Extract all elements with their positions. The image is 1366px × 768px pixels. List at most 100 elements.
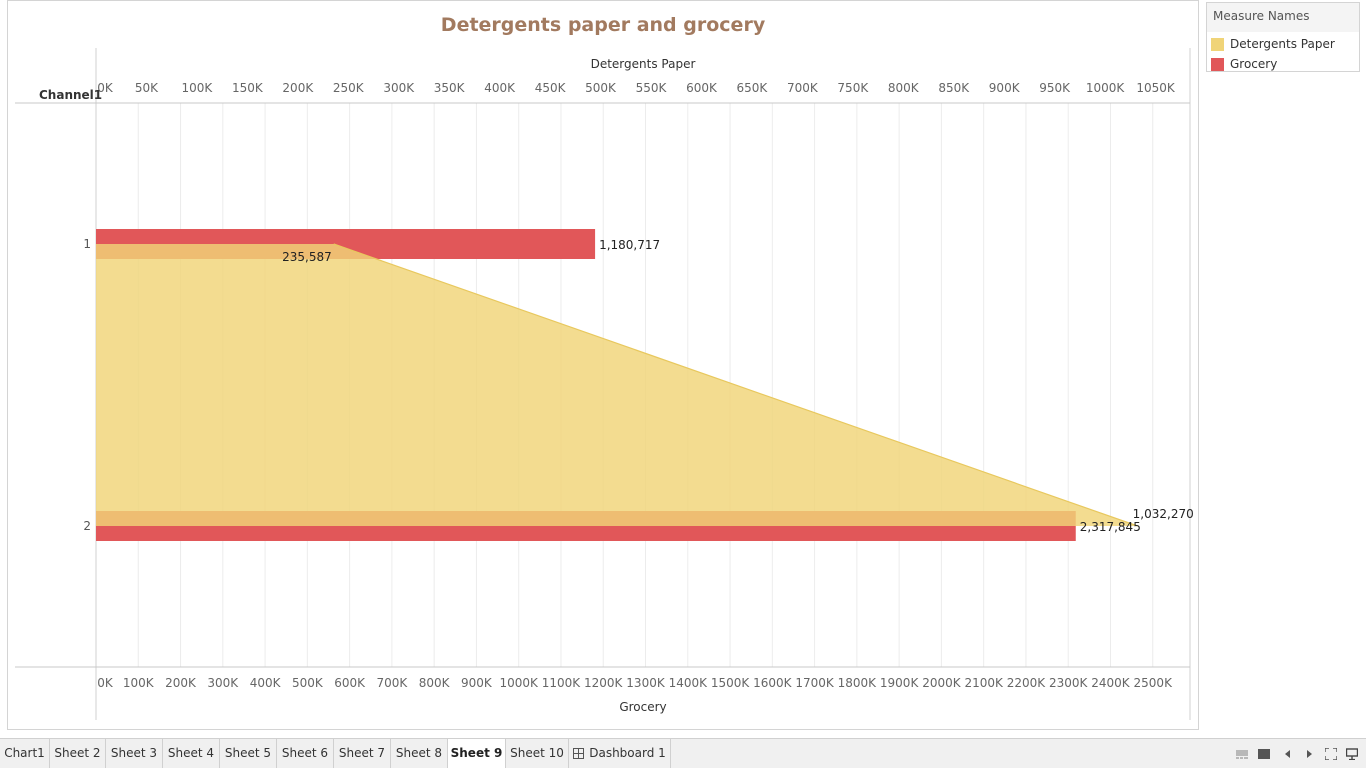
bottom-tick-label: 600K: [334, 676, 366, 690]
tab-label: Dashboard 1: [589, 746, 666, 760]
tab-label: Sheet 4: [167, 746, 215, 760]
row-header: Channel1: [39, 88, 102, 102]
tab-sheet-6[interactable]: Sheet 6: [277, 739, 334, 768]
dashboard-grid-icon: [573, 748, 585, 759]
top-tick-label: 450K: [535, 81, 567, 95]
bottom-tick-label: 2100K: [964, 676, 1004, 690]
fullscreen-icon[interactable]: [1325, 748, 1337, 760]
data-label: 235,587: [282, 250, 332, 264]
bottom-axis-label: Grocery: [619, 700, 666, 714]
data-label: 2,317,845: [1080, 520, 1141, 534]
bottom-tick-label: 1000K: [499, 676, 539, 690]
tab-sheet-7[interactable]: Sheet 7: [334, 739, 391, 768]
tab-dashboard-1[interactable]: Dashboard 1: [569, 739, 671, 768]
tab-label: Sheet 8: [395, 746, 443, 760]
data-label: 1,032,270: [1133, 507, 1194, 521]
top-tick-label: 600K: [686, 81, 718, 95]
top-tick-label: 200K: [282, 81, 314, 95]
data-label: 1,180,717: [599, 238, 660, 252]
tab-label: Sheet 3: [110, 746, 158, 760]
single-sheet-view-icon[interactable]: [1258, 748, 1270, 760]
top-tick-label: 1000K: [1086, 81, 1126, 95]
legend[interactable]: Measure Names Detergents Paper Grocery: [1206, 2, 1360, 72]
top-axis-label: Detergents Paper: [591, 57, 696, 71]
tab-label: Sheet 2: [54, 746, 101, 760]
bottom-tick-label: 1100K: [542, 676, 582, 690]
top-tick-label: 250K: [333, 81, 365, 95]
top-tick-label: 400K: [484, 81, 516, 95]
top-tick-label: 150K: [232, 81, 264, 95]
axes: Detergents Paper 0K 50K 100K 150K 200K 250K 300…: [15, 48, 1191, 720]
legend-swatch: [1211, 57, 1224, 71]
bottom-tick-label: 2400K: [1091, 676, 1131, 690]
bottom-tick-label: 1300K: [626, 676, 666, 690]
legend-swatch: [1211, 37, 1224, 51]
bottom-tick-label: 200K: [165, 676, 197, 690]
top-tick-label: 750K: [837, 81, 869, 95]
tab-label: Sheet 9: [450, 746, 503, 760]
next-sheet-icon[interactable]: [1303, 748, 1315, 760]
top-tick-label: 550K: [636, 81, 668, 95]
chart-title: Detergents paper and grocery: [440, 14, 766, 36]
tab-sheet-5[interactable]: Sheet 5: [220, 739, 277, 768]
bottom-tick-label: 700K: [376, 676, 408, 690]
bottom-tick-label: 1800K: [838, 676, 878, 690]
bottom-tick-label: 100K: [123, 676, 155, 690]
bottom-tick-label: 2300K: [1049, 676, 1089, 690]
tab-sheet-4[interactable]: Sheet 4: [163, 739, 220, 768]
legend-label: Grocery: [1230, 57, 1278, 71]
data-labels: 235,587 1,032,270 1,180,717 2,317,845: [282, 238, 1194, 534]
tab-label: Sheet 7: [338, 746, 386, 760]
legend-label: Detergents Paper: [1230, 37, 1335, 51]
detergents-paper-line: [333, 243, 1138, 527]
bottom-tick-label: 500K: [292, 676, 324, 690]
top-tick-label: 300K: [383, 81, 415, 95]
tab-sheet-3[interactable]: Sheet 3: [106, 739, 163, 768]
top-tick-label: 350K: [434, 81, 466, 95]
bottom-tick-label: 2200K: [1007, 676, 1047, 690]
top-tick-label: 950K: [1039, 81, 1071, 95]
legend-item-detergents-paper[interactable]: Detergents Paper: [1211, 36, 1359, 52]
top-tick-label: 800K: [888, 81, 920, 95]
category-label: 1: [83, 237, 91, 251]
legend-item-grocery[interactable]: Grocery: [1211, 56, 1359, 72]
top-tick-label: 0K: [97, 81, 114, 95]
sheet-tab-bar: Chart1 Sheet 2 Sheet 3 Sheet 4 Sheet 5 S…: [0, 738, 1366, 768]
tab-label: Sheet 6: [281, 746, 329, 760]
tab-label: Sheet 5: [224, 746, 272, 760]
chart-marks[interactable]: [96, 229, 1138, 541]
bottom-tick-label: 900K: [461, 676, 493, 690]
top-tick-label: 850K: [938, 81, 970, 95]
bottom-tick-label: 1200K: [584, 676, 624, 690]
detergents-paper-area[interactable]: [96, 244, 1138, 526]
tab-sheet-10[interactable]: Sheet 10: [506, 739, 569, 768]
top-tick-label: 500K: [585, 81, 617, 95]
bottom-tick-label: 2500K: [1134, 676, 1174, 690]
bottom-tick-label: 400K: [250, 676, 282, 690]
tab-label: Sheet 10: [510, 746, 564, 760]
legend-title: Measure Names: [1207, 3, 1359, 32]
top-tick-label: 50K: [135, 81, 159, 95]
presentation-mode-icon[interactable]: [1346, 748, 1358, 760]
bottom-tick-label: 1700K: [795, 676, 835, 690]
top-tick-label: 700K: [787, 81, 819, 95]
filmstrip-view-icon[interactable]: [1236, 748, 1248, 760]
tab-sheet-8[interactable]: Sheet 8: [391, 739, 448, 768]
bottom-tick-label: 1500K: [711, 676, 751, 690]
chart-svg: Detergents Paper 0K 50K 100K 150K 200K 250K 300…: [15, 48, 1194, 720]
top-tick-label: 650K: [737, 81, 769, 95]
top-tick-label: 100K: [182, 81, 214, 95]
tab-label: Chart1: [4, 746, 45, 760]
bottom-tick-label: 300K: [207, 676, 239, 690]
bottom-tick-label: 1400K: [669, 676, 709, 690]
tab-sheet-2[interactable]: Sheet 2: [50, 739, 106, 768]
bottom-tick-label: 800K: [419, 676, 451, 690]
category-label: 2: [83, 519, 91, 533]
previous-sheet-icon[interactable]: [1282, 748, 1294, 760]
bottom-tick-label: 2000K: [922, 676, 962, 690]
bottom-tick-label: 0K: [97, 676, 114, 690]
tab-sheet-9[interactable]: Sheet 9: [448, 739, 506, 768]
tab-chart1[interactable]: Chart1: [0, 739, 50, 768]
bottom-tick-label: 1600K: [753, 676, 793, 690]
top-tick-label: 1050K: [1136, 81, 1176, 95]
